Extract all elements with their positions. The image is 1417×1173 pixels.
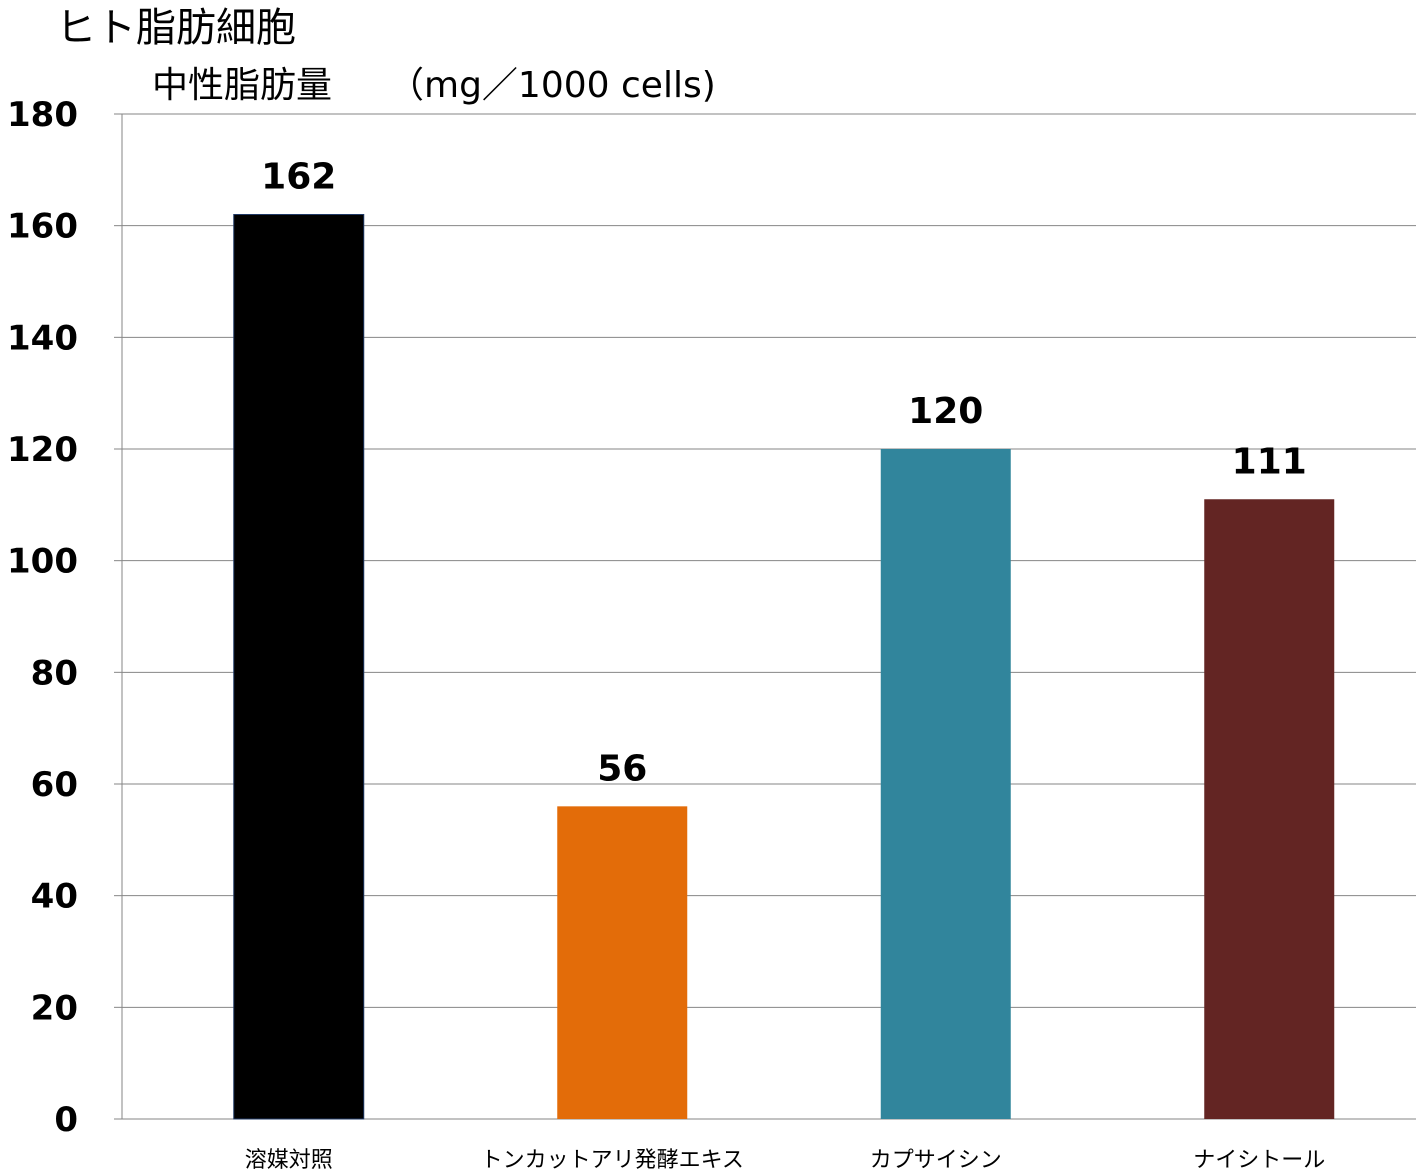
value-label: 56 [597, 748, 647, 789]
y-tick-label: 40 [31, 877, 78, 917]
value-label: 111 [1232, 441, 1307, 482]
bar-2 [880, 449, 1011, 1119]
bars [233, 214, 1335, 1120]
y-axis-label: 中性脂肪量 （mg／1000 cells) [152, 62, 716, 110]
category-label: トンカットアリ発酵エキス [481, 1148, 744, 1173]
category-label: カプサイシン [870, 1148, 1002, 1173]
y-tick-label: 60 [31, 765, 78, 805]
y-tick-label: 100 [7, 542, 78, 582]
value-label: 162 [261, 157, 336, 198]
chart-title: ヒト脂肪細胞 [56, 5, 296, 51]
y-tick-label: 140 [7, 318, 78, 358]
y-tick-label: 180 [7, 95, 78, 135]
bar-1 [557, 806, 688, 1119]
y-axis-title: 中性脂肪量 [152, 65, 333, 106]
category-label: 溶媒対照 [245, 1148, 333, 1173]
y-axis-unit: （mg／1000 cells) [388, 65, 716, 106]
y-tick-label: 20 [31, 988, 78, 1028]
y-tick-label: 160 [7, 207, 78, 247]
category-label: ナイシトール [1193, 1148, 1325, 1173]
value-label: 120 [908, 391, 983, 432]
bar-3 [1204, 499, 1335, 1119]
labels: 0 20 40 60 80 100 120 140 160 180 162 溶媒対照 56 トンカットアリ… [7, 95, 1325, 1173]
y-tick-label: 120 [7, 430, 78, 470]
y-tick-label: 0 [54, 1100, 78, 1140]
bar-0 [233, 214, 365, 1120]
y-tick-label: 80 [31, 653, 78, 693]
